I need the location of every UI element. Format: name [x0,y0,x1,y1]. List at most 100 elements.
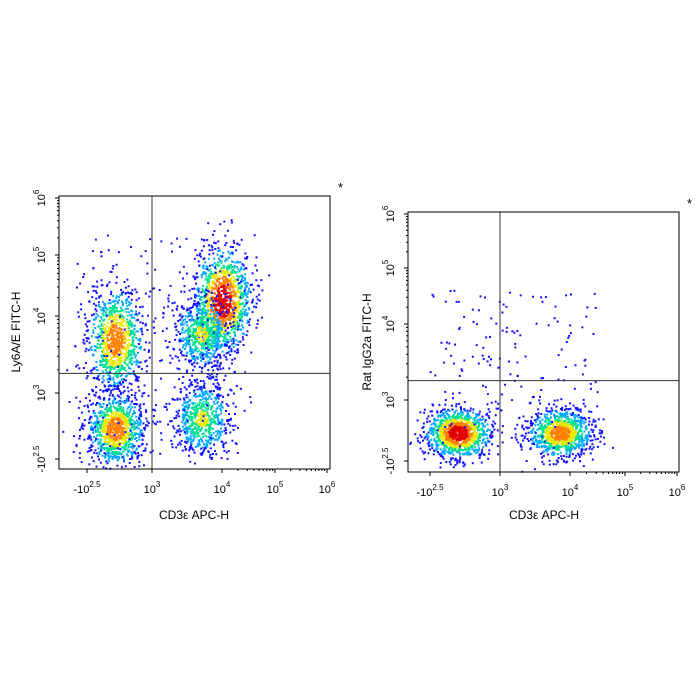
data-dot [148,356,151,359]
data-dot [245,314,248,317]
data-dot [236,321,239,324]
data-dot [123,328,126,331]
data-dot [98,335,101,338]
data-dot [114,300,117,302]
data-dot [131,339,134,342]
data-dot [117,328,120,331]
data-dot [152,408,155,411]
data-dot [204,322,206,325]
data-dot [211,282,214,285]
data-dot [189,353,192,356]
data-dot [107,434,110,437]
data-dot [154,389,157,392]
data-dot [120,356,123,359]
data-dot [226,308,229,311]
data-dot [175,414,178,417]
data-dot [154,317,157,320]
data-dot [113,405,116,408]
data-dot [96,347,99,350]
data-dot [203,365,206,368]
data-dot [249,284,252,286]
data-dot [184,342,187,345]
data-dot [178,409,181,412]
data-dot [213,335,216,338]
data-dot [125,363,128,366]
data-dot [203,315,206,318]
data-dot [192,351,195,354]
data-dot [99,320,101,322]
data-dot [195,272,198,275]
data-dot [473,431,476,434]
data-dot [208,277,211,280]
data-dot [220,310,223,313]
data-dot [193,323,196,326]
data-dot [231,314,234,317]
data-dot [217,240,220,243]
data-dot [197,307,200,310]
data-dot [112,450,114,453]
data-dot [126,299,129,302]
data-dot [95,316,98,319]
data-dot [478,457,481,459]
data-dot [117,405,120,407]
data-dot [196,413,199,415]
data-dot [220,268,223,271]
data-dot [440,441,443,444]
data-dot [97,378,100,381]
data-dot [189,348,192,351]
data-dot [202,347,205,350]
data-dot [233,357,236,360]
data-dot [258,299,261,302]
data-dot [427,435,430,438]
data-dot [117,409,120,412]
data-dot [217,430,220,433]
data-dot [450,404,453,407]
data-dot [92,409,95,412]
data-dot [184,321,187,324]
data-dot [234,326,237,329]
data-dot [222,446,225,449]
data-dot [483,453,486,456]
data-dot [125,339,128,342]
data-dot [95,312,98,315]
data-dot [105,406,108,409]
data-dot [105,388,108,391]
data-dot [105,308,108,311]
data-dot [102,446,105,449]
data-dot [166,408,169,411]
data-dot [215,386,217,389]
data-dot [213,316,216,319]
data-dot [221,406,224,409]
data-dot [136,457,139,460]
data-dot [204,294,207,297]
data-dot [130,350,133,352]
data-dot [97,427,99,430]
data-dot [204,278,207,281]
data-dot [197,439,200,442]
data-dot [481,415,484,418]
data-dot [119,317,122,320]
data-dot [115,319,118,322]
data-dot [183,398,186,401]
data-dot [174,322,177,325]
data-dot [205,353,208,356]
data-dot [219,421,222,423]
data-dot [176,356,179,359]
data-dot [221,430,223,433]
data-dot [91,445,94,447]
left-plot-dot-cloud [62,219,271,470]
data-dot [131,329,134,332]
data-dot [105,360,108,363]
data-dot [218,324,221,326]
data-dot [90,428,93,431]
data-dot [436,410,439,413]
data-dot [204,362,207,365]
data-dot [221,401,224,404]
data-dot [439,454,442,457]
data-dot [75,443,78,446]
data-dot [204,430,207,433]
data-dot [179,313,182,316]
data-dot [196,378,199,381]
data-dot [112,424,115,427]
data-dot [489,434,492,437]
